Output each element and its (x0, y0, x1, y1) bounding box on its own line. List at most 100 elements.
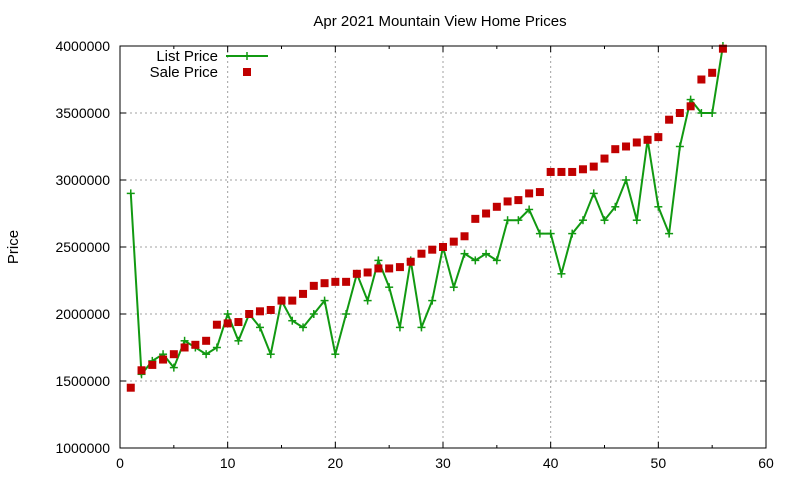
sale-price-point (234, 318, 243, 327)
list-price-point (202, 350, 211, 359)
sale-price-point (180, 343, 189, 352)
list-price-point (126, 189, 135, 198)
list-price-point (654, 202, 663, 211)
x-tick-label: 30 (435, 455, 451, 471)
list-price-point (525, 205, 534, 214)
sale-price-point (331, 277, 340, 286)
sale-price-point (428, 245, 437, 254)
sale-price-point (245, 310, 254, 318)
list-price-point (600, 216, 609, 225)
sale-price-point (535, 188, 544, 197)
list-price-point (374, 256, 383, 265)
y-tick-label: 2500000 (55, 239, 110, 255)
sale-price-point (395, 263, 404, 272)
sale-price-point (503, 197, 512, 206)
list-price-point (557, 269, 566, 278)
y-tick-label: 1500000 (55, 373, 110, 389)
sale-price-point (471, 214, 480, 223)
sale-price-point (255, 307, 264, 316)
sale-price-point (169, 350, 178, 359)
list-price-point (342, 310, 351, 318)
sale-price-point (352, 269, 361, 278)
axis-ticks: 0 10 20 30 40 50 60 1000000 1500000 2000000 250000… (55, 38, 774, 471)
sale-price-point (277, 296, 286, 305)
sale-price-point (589, 162, 598, 171)
legend-swatch-plus (243, 52, 251, 60)
sale-price-point (675, 109, 684, 117)
list-price-point (234, 336, 243, 345)
sale-price-point (654, 133, 663, 142)
sale-price-point (686, 102, 695, 111)
sale-price-point (191, 340, 200, 349)
list-price-point (223, 310, 232, 318)
sale-price-point (514, 196, 523, 205)
list-price-point (255, 323, 264, 332)
sale-price-point (546, 167, 555, 176)
sale-price-point (202, 336, 211, 345)
y-axis-label: Price (5, 230, 22, 264)
sale-price-point (697, 75, 706, 84)
list-price-point (514, 216, 523, 225)
list-price-point (568, 229, 577, 238)
list-price-point (535, 229, 544, 238)
list-price-point (675, 142, 684, 151)
sale-price-point (148, 360, 157, 369)
sale-price-point (482, 209, 491, 218)
x-tick-label: 0 (116, 455, 124, 471)
sale-price-point (525, 189, 534, 198)
list-price-point (708, 109, 717, 117)
series (126, 42, 727, 392)
list-price-point (180, 336, 189, 345)
sale-price-point (611, 145, 620, 154)
x-tick-label: 40 (543, 455, 559, 471)
sale-price-point (643, 135, 652, 144)
list-price-point (385, 283, 394, 292)
y-tick-label: 1000000 (55, 440, 110, 456)
sale-price-point (665, 115, 674, 124)
plot-frame (119, 45, 767, 449)
sale-price-point (406, 257, 415, 266)
list-price-point (449, 283, 458, 292)
sale-price-point (212, 320, 221, 329)
list-price-point (169, 363, 178, 372)
legend-label-list-price: List Price (156, 48, 218, 65)
list-price-point (266, 350, 275, 359)
x-tick-label: 20 (328, 455, 344, 471)
list-price-point (471, 256, 480, 265)
list-price-point (578, 216, 587, 225)
list-price-point (331, 350, 340, 359)
sale-price-point (374, 264, 383, 273)
x-tick-label: 60 (758, 455, 774, 471)
sale-price-point (299, 289, 308, 298)
list-price-point (589, 189, 598, 198)
list-price-point (395, 323, 404, 332)
sale-price-point (578, 165, 587, 174)
list-price-point (611, 202, 620, 211)
sale-price-point (460, 232, 469, 241)
sale-price-point (449, 237, 458, 246)
sale-price-point (266, 305, 275, 314)
list-price-point (686, 95, 695, 104)
list-price-point (546, 229, 555, 238)
sale-price-point (632, 138, 641, 147)
sale-price-point (342, 277, 351, 286)
list-price-point (503, 216, 512, 225)
x-tick-label: 10 (220, 455, 236, 471)
sale-price-point (708, 68, 717, 77)
sale-price-point (385, 264, 394, 273)
list-price-point (460, 249, 469, 258)
sale-price-point (439, 243, 447, 251)
sale-price-point (320, 279, 329, 288)
sale-price-point (223, 319, 232, 328)
list-price-point (288, 316, 297, 325)
y-tick-label: 4000000 (55, 38, 110, 54)
list-price-point (665, 229, 674, 238)
sale-price-point (417, 249, 426, 258)
legend-swatch-square (243, 68, 251, 76)
sale-price-point (363, 268, 372, 277)
list-price-point (212, 343, 221, 352)
sale-price-point (137, 366, 146, 375)
list-price-point (622, 176, 631, 184)
